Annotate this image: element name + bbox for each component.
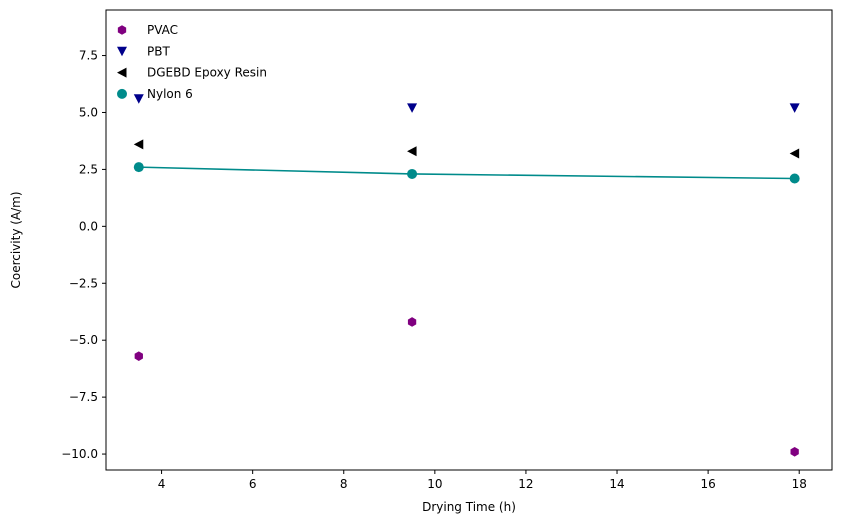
plot-frame	[105, 9, 833, 471]
legend-marker-pvac	[117, 25, 127, 35]
legend: PVAC PBT DGEBD Epoxy Resin Nylon 6	[117, 23, 267, 101]
series-dgebd-epoxy-resin	[133, 139, 800, 159]
pvac-point	[134, 351, 143, 361]
nylon-6-trend-line	[138, 166, 795, 180]
legend-marker-dgebd-epoxy-resin	[117, 67, 127, 78]
legend-label: Nylon 6	[147, 87, 193, 101]
axis-ticks: 4 6 8 10 12 14 16 18 −10.0 −7.5 −5.0 −2.5 0.0 2.5 5.0 7…	[61, 49, 807, 491]
x-tick-label: 16	[700, 477, 715, 491]
dgebd-epoxy-resin-point	[133, 139, 144, 150]
series-pvac	[134, 317, 799, 457]
pvac-point	[407, 317, 417, 327]
series-nylon-6	[133, 162, 800, 184]
x-axis-label: Drying Time (h)	[422, 500, 516, 514]
series-pbt	[133, 94, 800, 113]
legend-item-pbt: PBT	[117, 44, 170, 58]
legend-marker-pbt	[117, 46, 127, 57]
y-tick-label: −2.5	[69, 276, 98, 290]
legend-label: DGEBD Epoxy Resin	[147, 66, 267, 80]
legend-item-pvac: PVAC	[117, 23, 178, 37]
legend-item-nylon-6: Nylon 6	[117, 87, 193, 101]
y-axis-label: Coercivity (A/m)	[9, 191, 23, 288]
y-tick-label: 7.5	[79, 49, 98, 63]
legend-label: PBT	[147, 44, 170, 58]
dgebd-epoxy-resin-point	[789, 148, 800, 159]
x-tick-label: 10	[427, 477, 442, 491]
nylon-6-point	[407, 168, 418, 179]
legend-item-dgebd-epoxy-resin: DGEBD Epoxy Resin	[117, 66, 267, 80]
legend-label: PVAC	[147, 23, 178, 37]
y-tick-label: −7.5	[69, 390, 98, 404]
plot-data	[133, 94, 800, 457]
y-tick-label: 5.0	[79, 105, 98, 119]
x-tick-label: 6	[249, 477, 257, 491]
dgebd-epoxy-resin-point	[407, 146, 417, 157]
legend-marker-nylon-6	[117, 88, 127, 99]
y-tick-label: 0.0	[79, 219, 98, 233]
x-tick-label: 8	[340, 477, 348, 491]
y-tick-label: −5.0	[69, 333, 98, 347]
y-tick-label: −10.0	[61, 447, 98, 461]
x-tick-label: 18	[792, 477, 807, 491]
nylon-6-point	[789, 173, 800, 184]
nylon-6-point	[133, 162, 144, 173]
pbt-point	[407, 103, 418, 113]
x-tick-label: 12	[518, 477, 533, 491]
x-tick-label: 14	[609, 477, 624, 491]
pbt-point	[133, 94, 144, 104]
pbt-point	[789, 103, 800, 113]
x-tick-label: 4	[158, 477, 166, 491]
pvac-point	[790, 446, 799, 457]
y-tick-label: 2.5	[79, 162, 98, 176]
